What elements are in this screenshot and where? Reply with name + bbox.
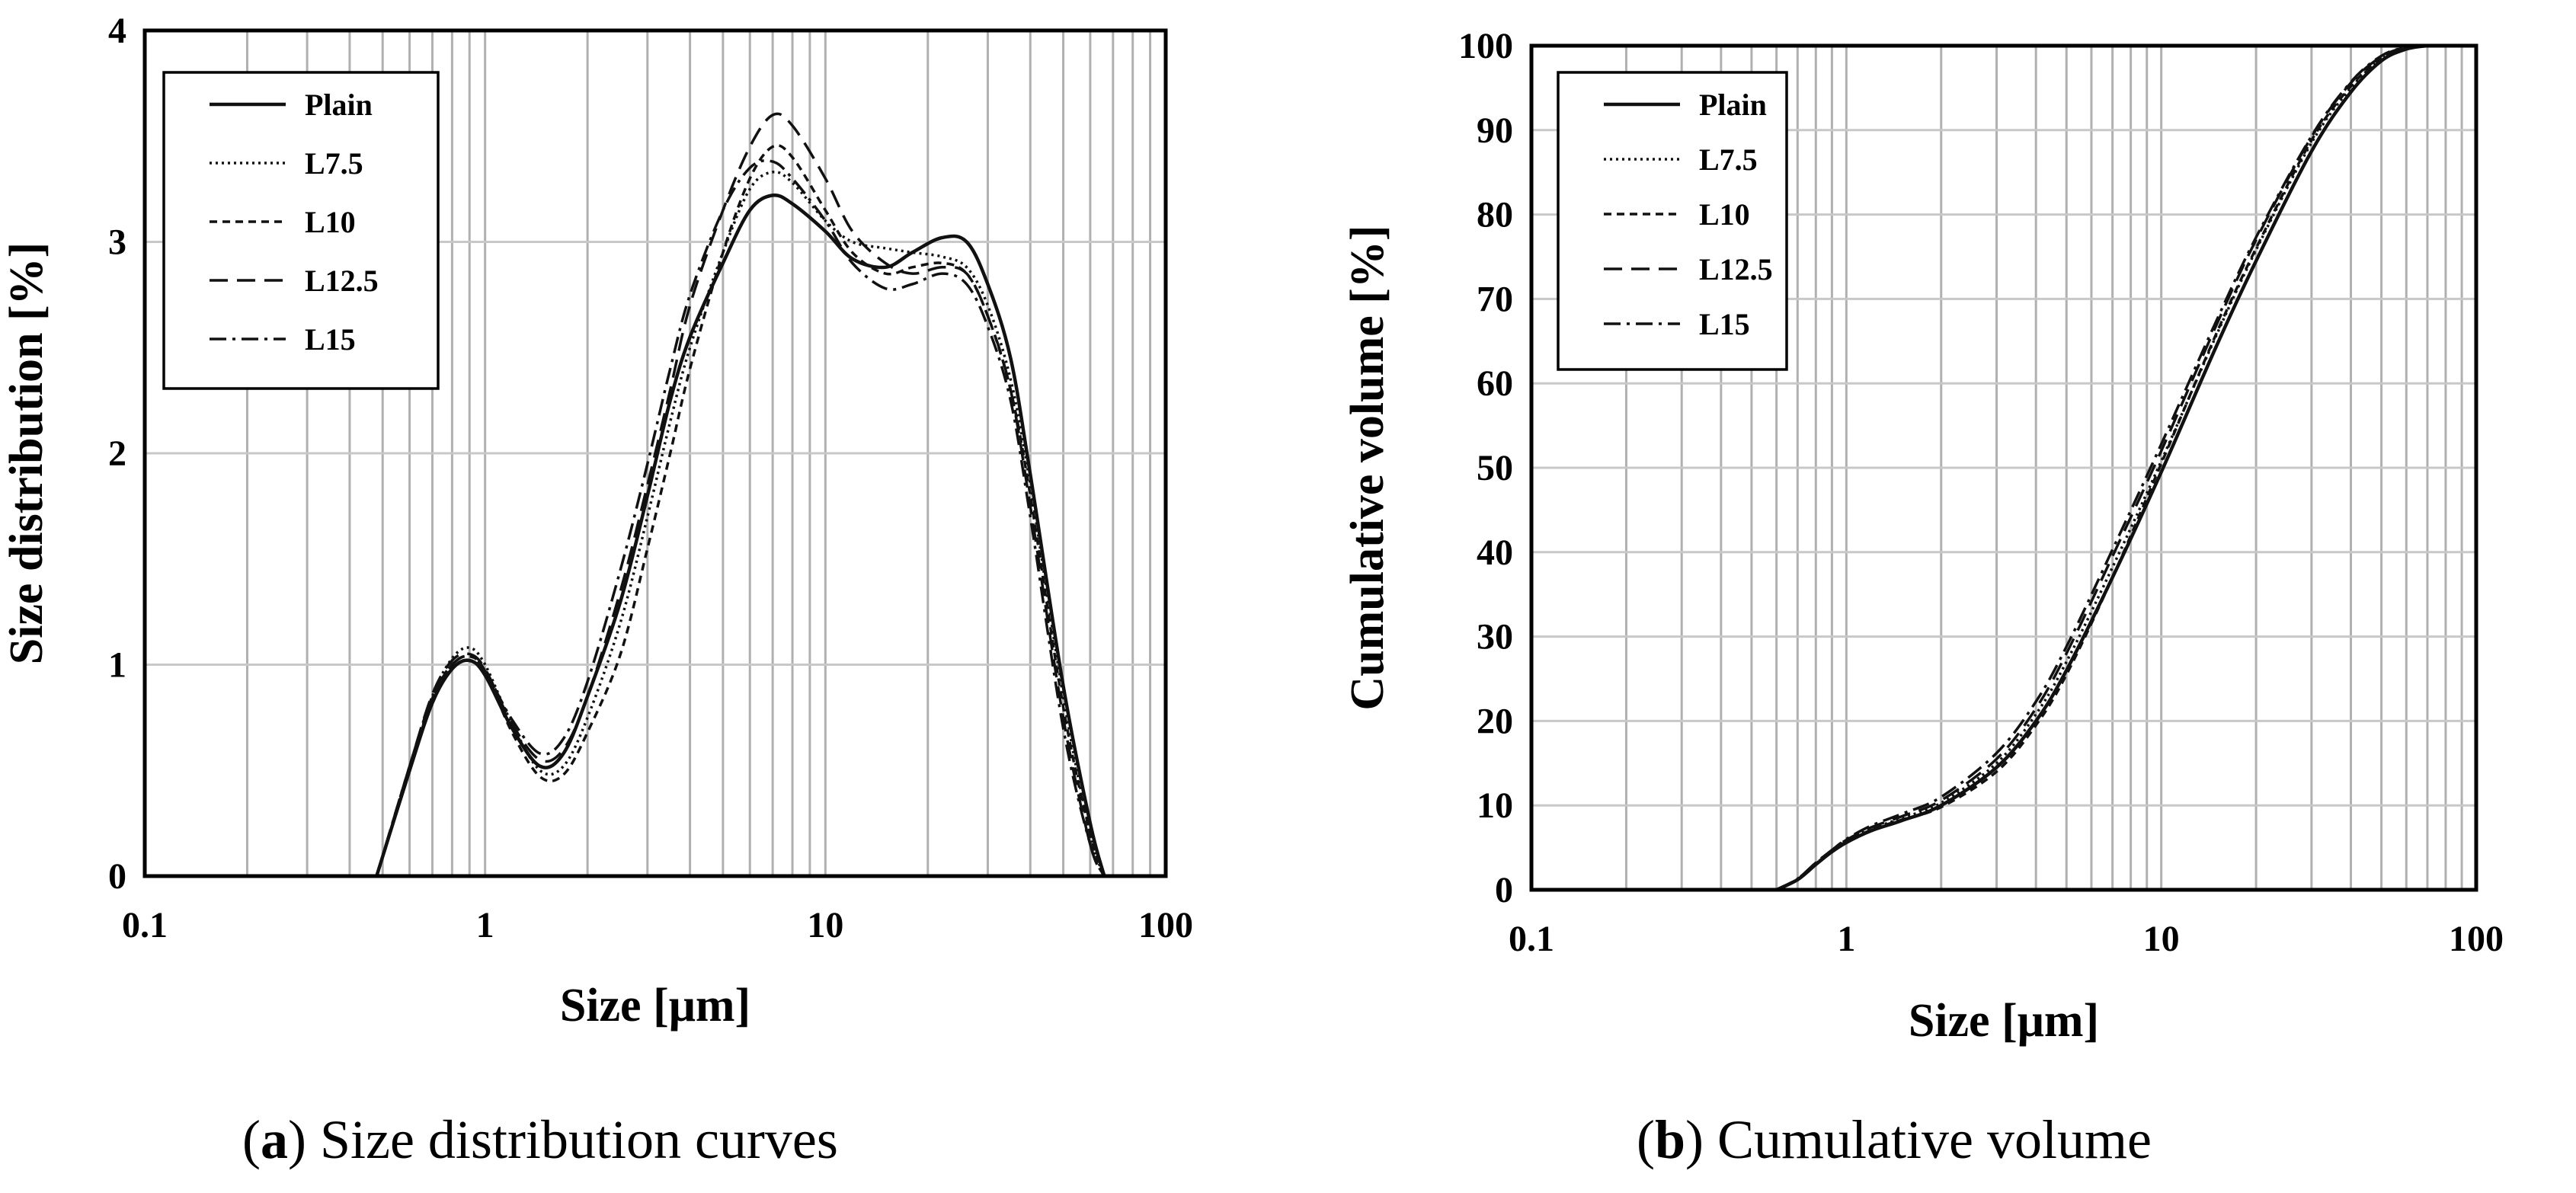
y-tick-label: 90 [1477, 110, 1513, 151]
caption-b: (b) Cumulative volume [1637, 1109, 2152, 1170]
x-tick-label: 100 [1138, 905, 1193, 945]
y-tick-label: 3 [108, 222, 126, 263]
x-tick-label: 0.1 [1509, 919, 1554, 959]
legend-label: L7.5 [1699, 142, 1758, 177]
legend-label: L15 [305, 322, 356, 357]
y-tick-label: 100 [1458, 26, 1513, 66]
plot-frame [1529, 43, 2478, 892]
y-tick-label: 1 [108, 645, 126, 686]
y-tick-label: 30 [1477, 617, 1513, 657]
chart-b: 0.1 1 10 100 0 10 20 30 40 50 60 70 80 90 100 Size [μm]… [1342, 26, 2504, 1047]
y-axis-title: Size distribution [%] [1, 242, 53, 665]
legend-label: L10 [305, 205, 356, 239]
legend-label: L12.5 [305, 264, 379, 298]
series-line-l7-5 [375, 170, 1106, 877]
legend-label: L10 [1699, 197, 1750, 232]
caption-b-text: Cumulative volume [1717, 1109, 2152, 1170]
x-axis-title: Size [μm] [1909, 995, 2099, 1047]
legend-label: Plain [1699, 88, 1767, 122]
y-tick-label: 0 [108, 856, 126, 897]
y-tick-label: 10 [1477, 785, 1513, 826]
caption-a: (a) Size distribution curves [242, 1109, 838, 1170]
y-tick-label: 80 [1477, 195, 1513, 235]
legend-label: L12.5 [1699, 252, 1773, 286]
legend: Plain L7.5 L10 L12.5 L15 [1557, 71, 1788, 371]
caption-a-letter: a [260, 1109, 288, 1170]
y-tick-label: 60 [1477, 363, 1513, 404]
y-tick-label: 2 [108, 433, 126, 474]
caption-b-letter: b [1654, 1109, 1686, 1170]
legend: Plain L7.5 L10 L12.5 L15 [162, 71, 440, 390]
y-tick-label: 50 [1477, 448, 1513, 488]
legend-box [1557, 71, 1788, 371]
plot-frame [142, 28, 1168, 878]
x-tick-label: 0.1 [122, 905, 168, 945]
series-line-l12-5 [375, 112, 1106, 877]
y-tick-label: 20 [1477, 701, 1513, 741]
x-tick-label: 10 [2143, 919, 2180, 959]
legend-label: L15 [1699, 307, 1750, 341]
legend-box [162, 71, 440, 390]
y-tick-label: 40 [1477, 533, 1513, 573]
x-tick-label: 1 [1837, 919, 1855, 959]
x-tick-label: 10 [807, 905, 843, 945]
legend-label: L7.5 [305, 146, 363, 181]
series-line-plain [375, 193, 1106, 877]
x-tick-label: 1 [476, 905, 494, 945]
series-line-l15 [375, 159, 1106, 877]
y-tick-label: 4 [108, 11, 126, 51]
chart-a: 0.1 1 10 100 0 1 2 3 4 Size [μm] Size distribution… [1, 11, 1193, 1031]
x-axis-title: Size [μm] [560, 980, 750, 1031]
series-line-l12-5 [1775, 44, 2428, 891]
series-line-l15 [1775, 44, 2428, 891]
y-axis-title: Cumulative volume [%] [1342, 225, 1394, 710]
series-line-l10 [1775, 44, 2428, 891]
y-tick-label: 70 [1477, 279, 1513, 319]
y-tick-label: 0 [1495, 870, 1513, 910]
legend-label: Plain [305, 88, 373, 122]
x-tick-label: 100 [2449, 919, 2504, 959]
caption-a-text: Size distribution curves [319, 1109, 838, 1170]
